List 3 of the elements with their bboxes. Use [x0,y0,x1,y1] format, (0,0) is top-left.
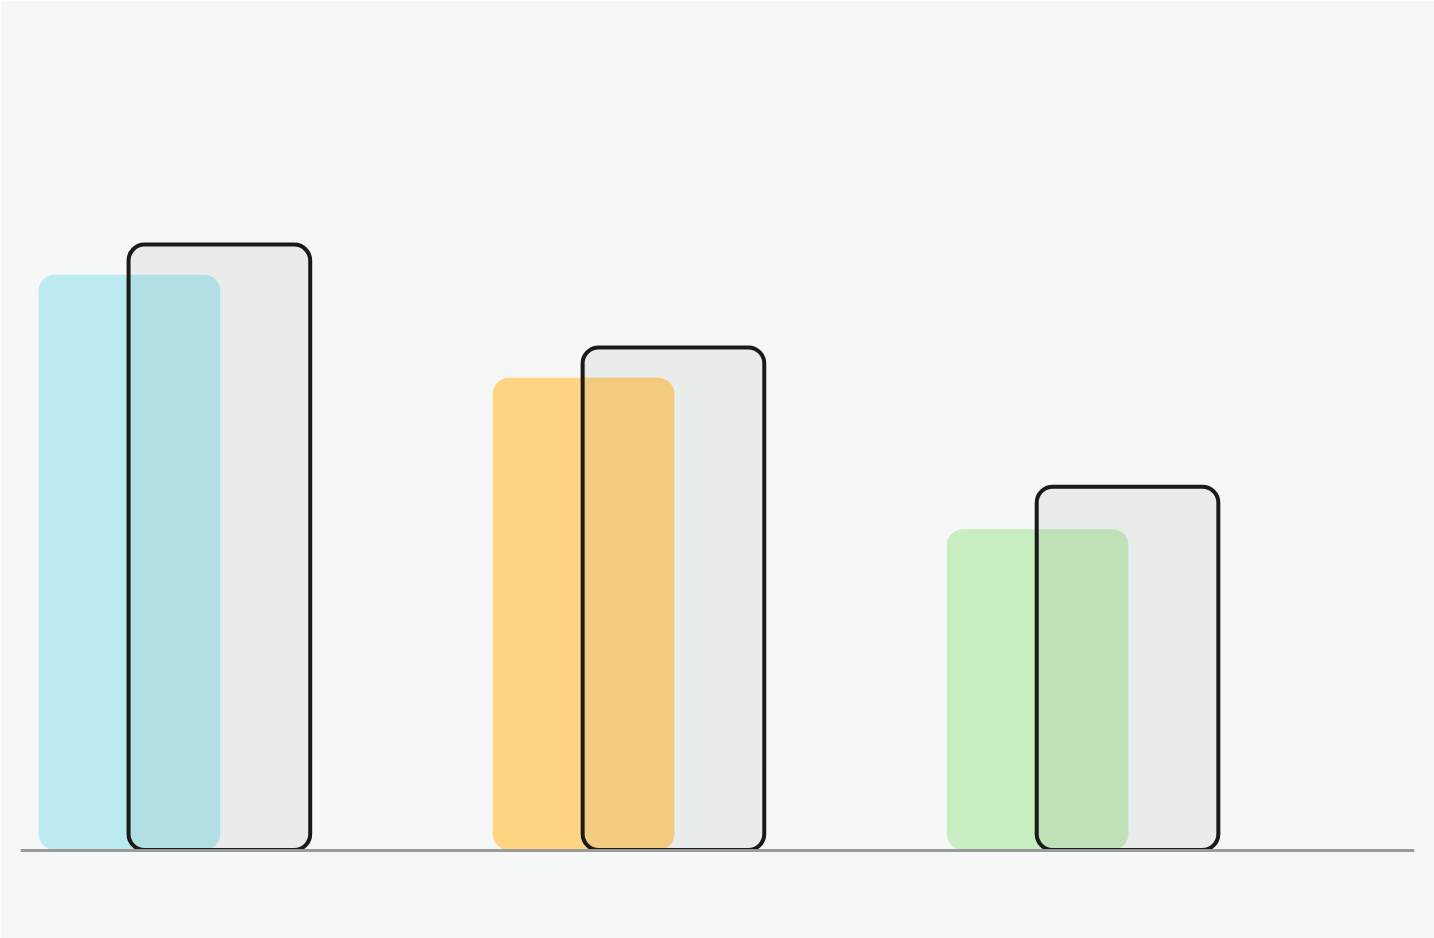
bar [946,529,1129,851]
bar [38,274,221,851]
bar [492,377,675,851]
